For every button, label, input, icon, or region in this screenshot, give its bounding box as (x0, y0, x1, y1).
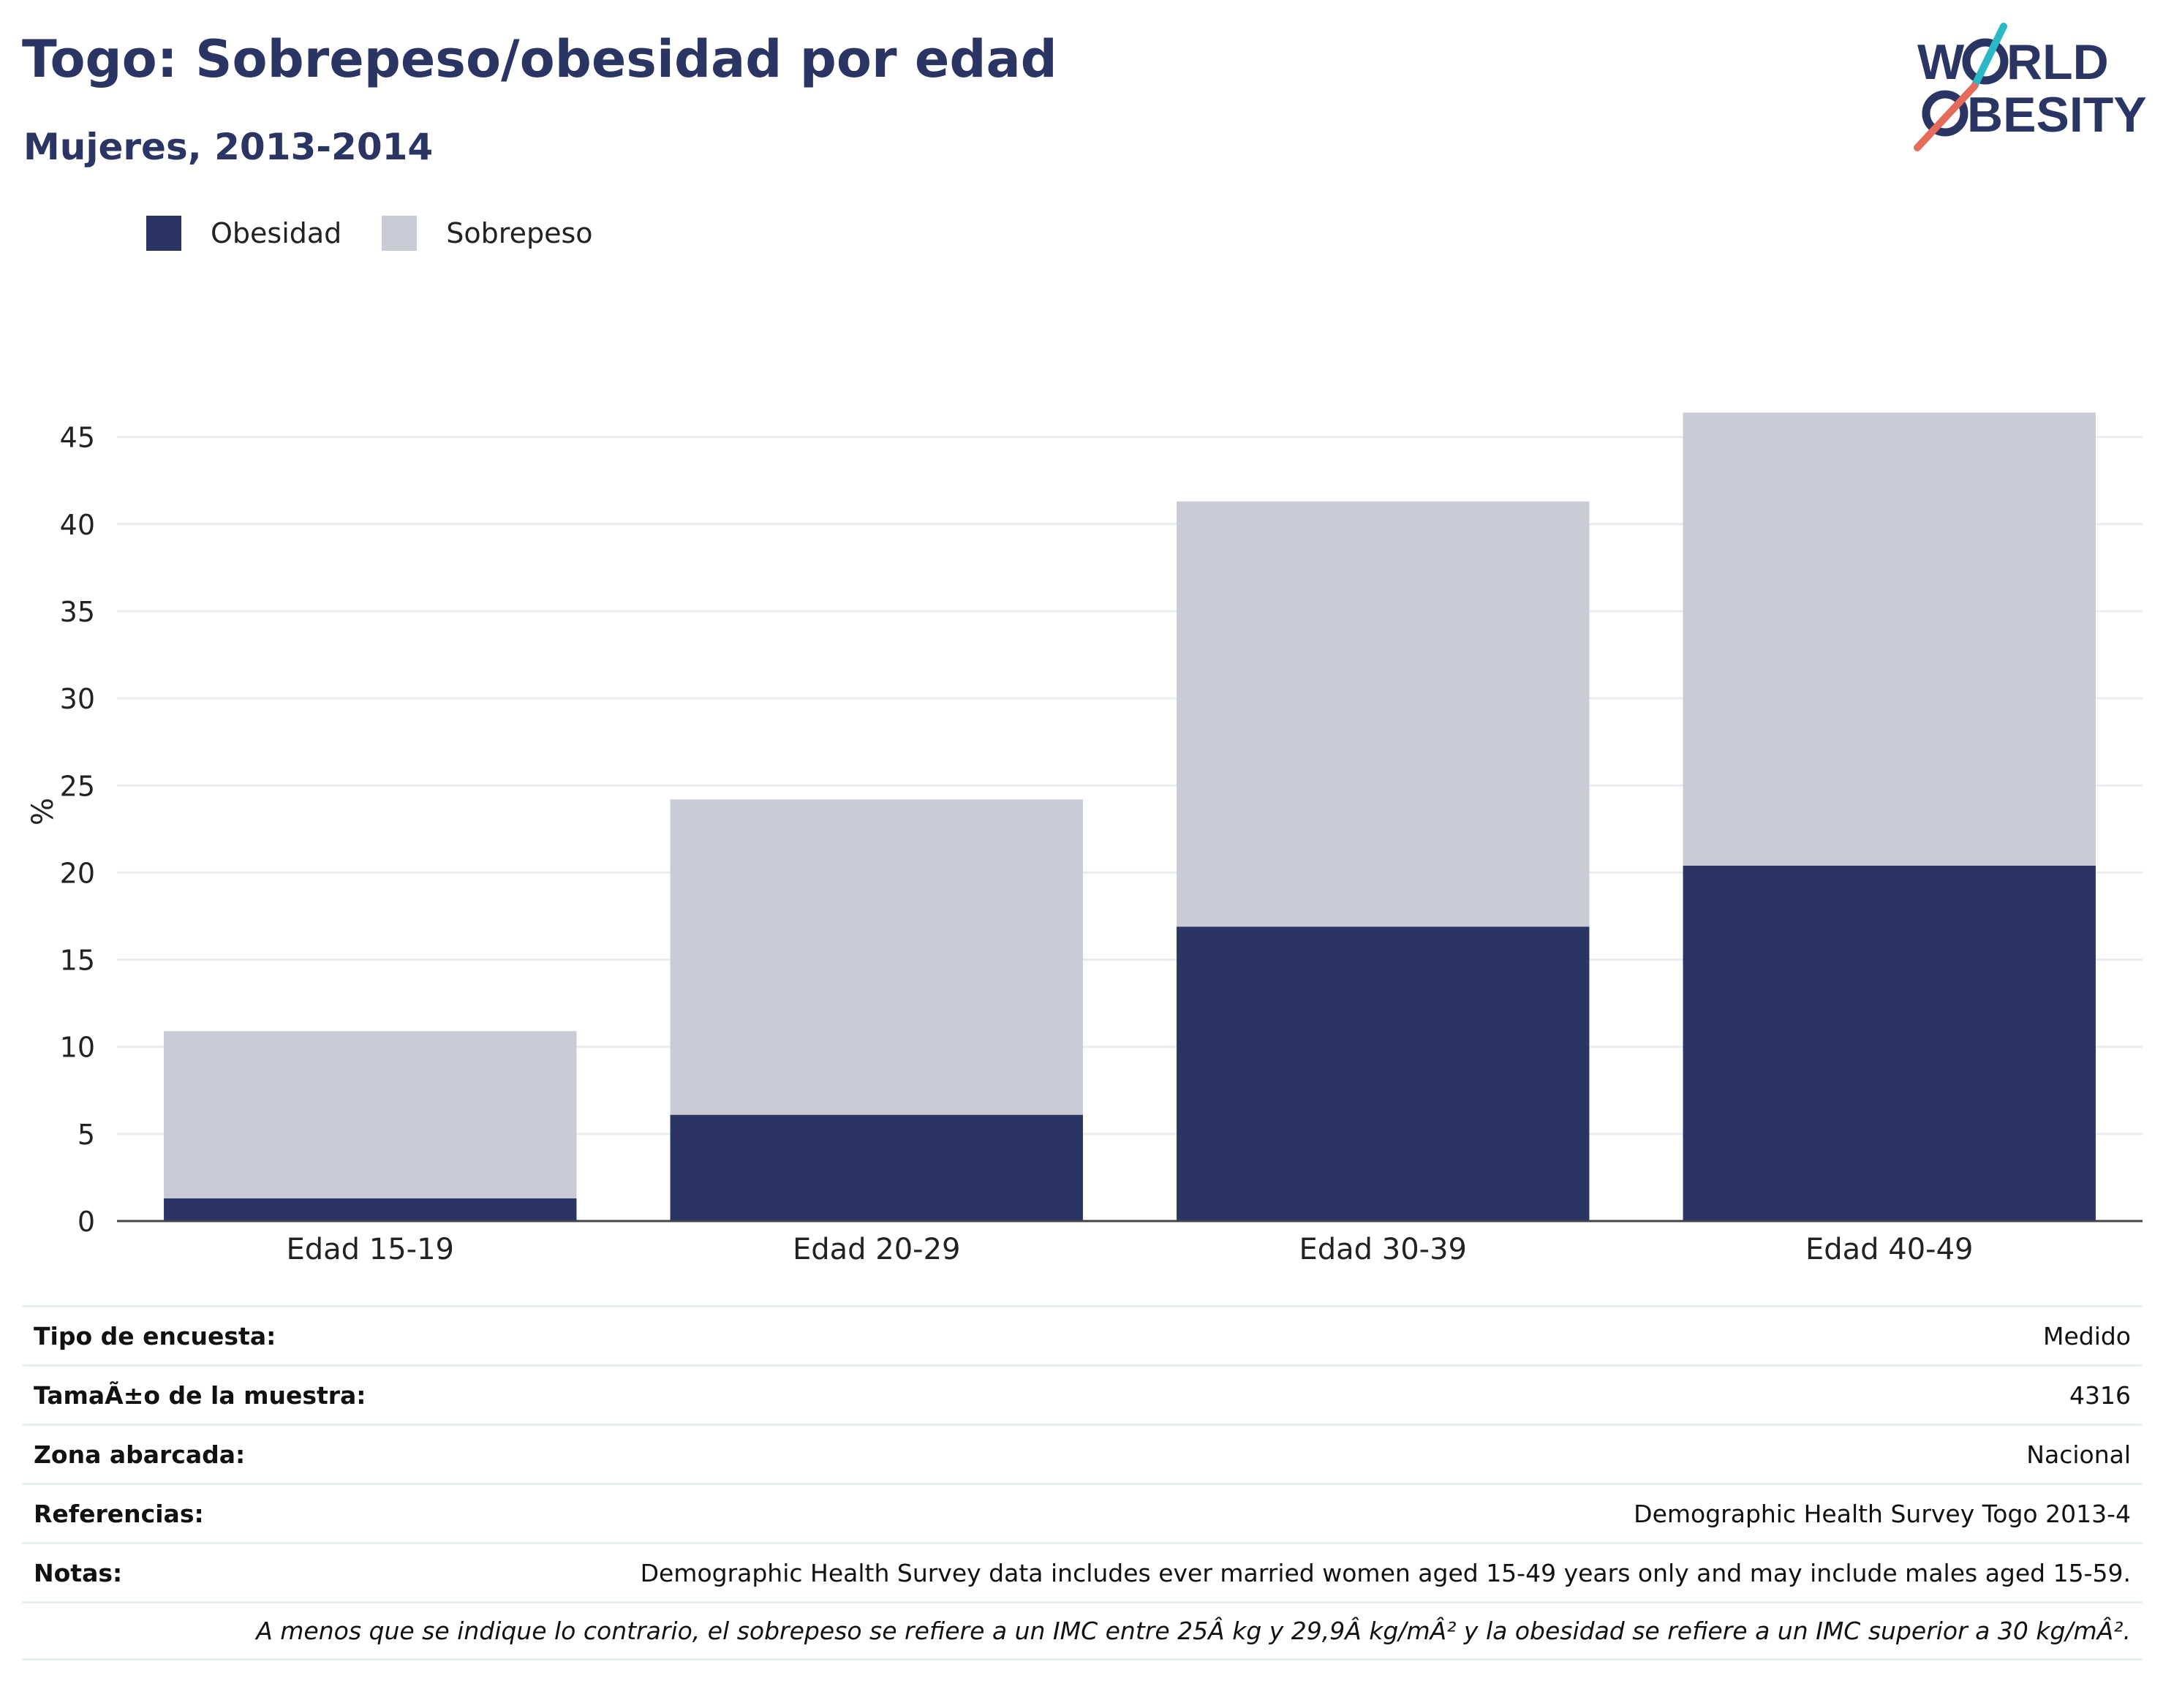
logo-line1-right: RLD (2007, 34, 2109, 90)
chart-subtitle: Mujeres, 2013-2014 (23, 126, 434, 168)
legend-swatch-obesidad (146, 216, 181, 251)
bar-obesidad-3 (1177, 926, 1590, 1221)
info-value: Nacional (2026, 1440, 2131, 1469)
legend: Obesidad Sobrepeso (146, 216, 633, 251)
info-row-footnote: A menos que se indique lo contrario, el … (22, 1601, 2143, 1660)
y-tick-label: 30 (60, 683, 95, 715)
y-axis-label: % (26, 798, 60, 825)
info-key: Referencias: (34, 1499, 204, 1528)
info-row-sample-size: TamaÃ±o de la muestra: 4316 (22, 1364, 2143, 1424)
x-tick-label: Edad 15-19 (286, 1233, 454, 1266)
y-tick-label: 0 (78, 1206, 95, 1238)
logo-letter-o-bottom (1922, 90, 1968, 137)
info-value: Demographic Health Survey data includes … (640, 1558, 2131, 1587)
stacked-bar-chart: 0 5 10 15 20 25 30 35 40 45 Edad 15-19 Edad 20-29 Ed… (26, 412, 2143, 1266)
info-value: 4316 (2069, 1380, 2131, 1410)
y-tick-label: 15 (60, 945, 95, 977)
info-row-references: Referencias: Demographic Health Survey T… (22, 1483, 2143, 1542)
bar-obesidad-2 (670, 1114, 1083, 1221)
logo-slash-teal (1971, 23, 2007, 90)
info-value: Medido (2042, 1321, 2131, 1350)
y-tick-label: 5 (78, 1119, 95, 1151)
bar-obesidad-1 (164, 1198, 577, 1221)
world-obesity-logo: W RLD BESITY (1914, 23, 2147, 151)
bar-sobrepeso-4 (1683, 412, 2096, 866)
chart-title: Togo: Sobrepeso/obesidad por edad (22, 29, 1057, 89)
x-tick-label: Edad 20-29 (793, 1233, 961, 1266)
info-key: Notas: (34, 1558, 123, 1587)
logo-letter-o-top (1962, 38, 2009, 85)
info-key: Zona abarcada: (34, 1440, 246, 1469)
logo-line1-left: W (1917, 34, 1965, 90)
footnote: A menos que se indique lo contrario, el … (256, 1617, 2131, 1645)
info-row-survey-type: Tipo de encuesta: Medido (22, 1305, 2143, 1364)
y-tick-label: 45 (60, 422, 95, 454)
info-row-notes: Notas: Demographic Health Survey data in… (22, 1542, 2143, 1601)
bar-sobrepeso-3 (1177, 501, 1590, 927)
logo-slash-red (1914, 83, 1978, 151)
logo-line2-right: BESITY (1967, 87, 2147, 143)
y-tick-label: 40 (60, 509, 95, 541)
legend-item-sobrepeso: Sobrepeso (382, 216, 593, 251)
y-tick-label: 20 (60, 857, 95, 889)
bar-sobrepeso-2 (670, 799, 1083, 1115)
y-tick-label: 10 (60, 1032, 95, 1064)
y-tick-label: 35 (60, 596, 95, 628)
legend-item-obesidad: Obesidad (146, 216, 341, 251)
bar-sobrepeso-1 (164, 1031, 577, 1199)
info-key: TamaÃ±o de la muestra: (34, 1380, 366, 1410)
x-tick-label: Edad 30-39 (1299, 1233, 1467, 1266)
legend-label-sobrepeso: Sobrepeso (446, 217, 593, 249)
info-row-area: Zona abarcada: Nacional (22, 1424, 2143, 1483)
survey-info-table: Tipo de encuesta: Medido TamaÃ±o de la m… (22, 1305, 2143, 1660)
legend-swatch-sobrepeso (382, 216, 418, 251)
bar-obesidad-4 (1683, 865, 2096, 1221)
info-key: Tipo de encuesta: (34, 1321, 276, 1350)
legend-label-obesidad: Obesidad (211, 217, 342, 249)
info-value: Demographic Health Survey Togo 2013-4 (1634, 1499, 2131, 1528)
y-tick-label: 25 (60, 770, 95, 802)
x-tick-label: Edad 40-49 (1805, 1233, 1974, 1266)
